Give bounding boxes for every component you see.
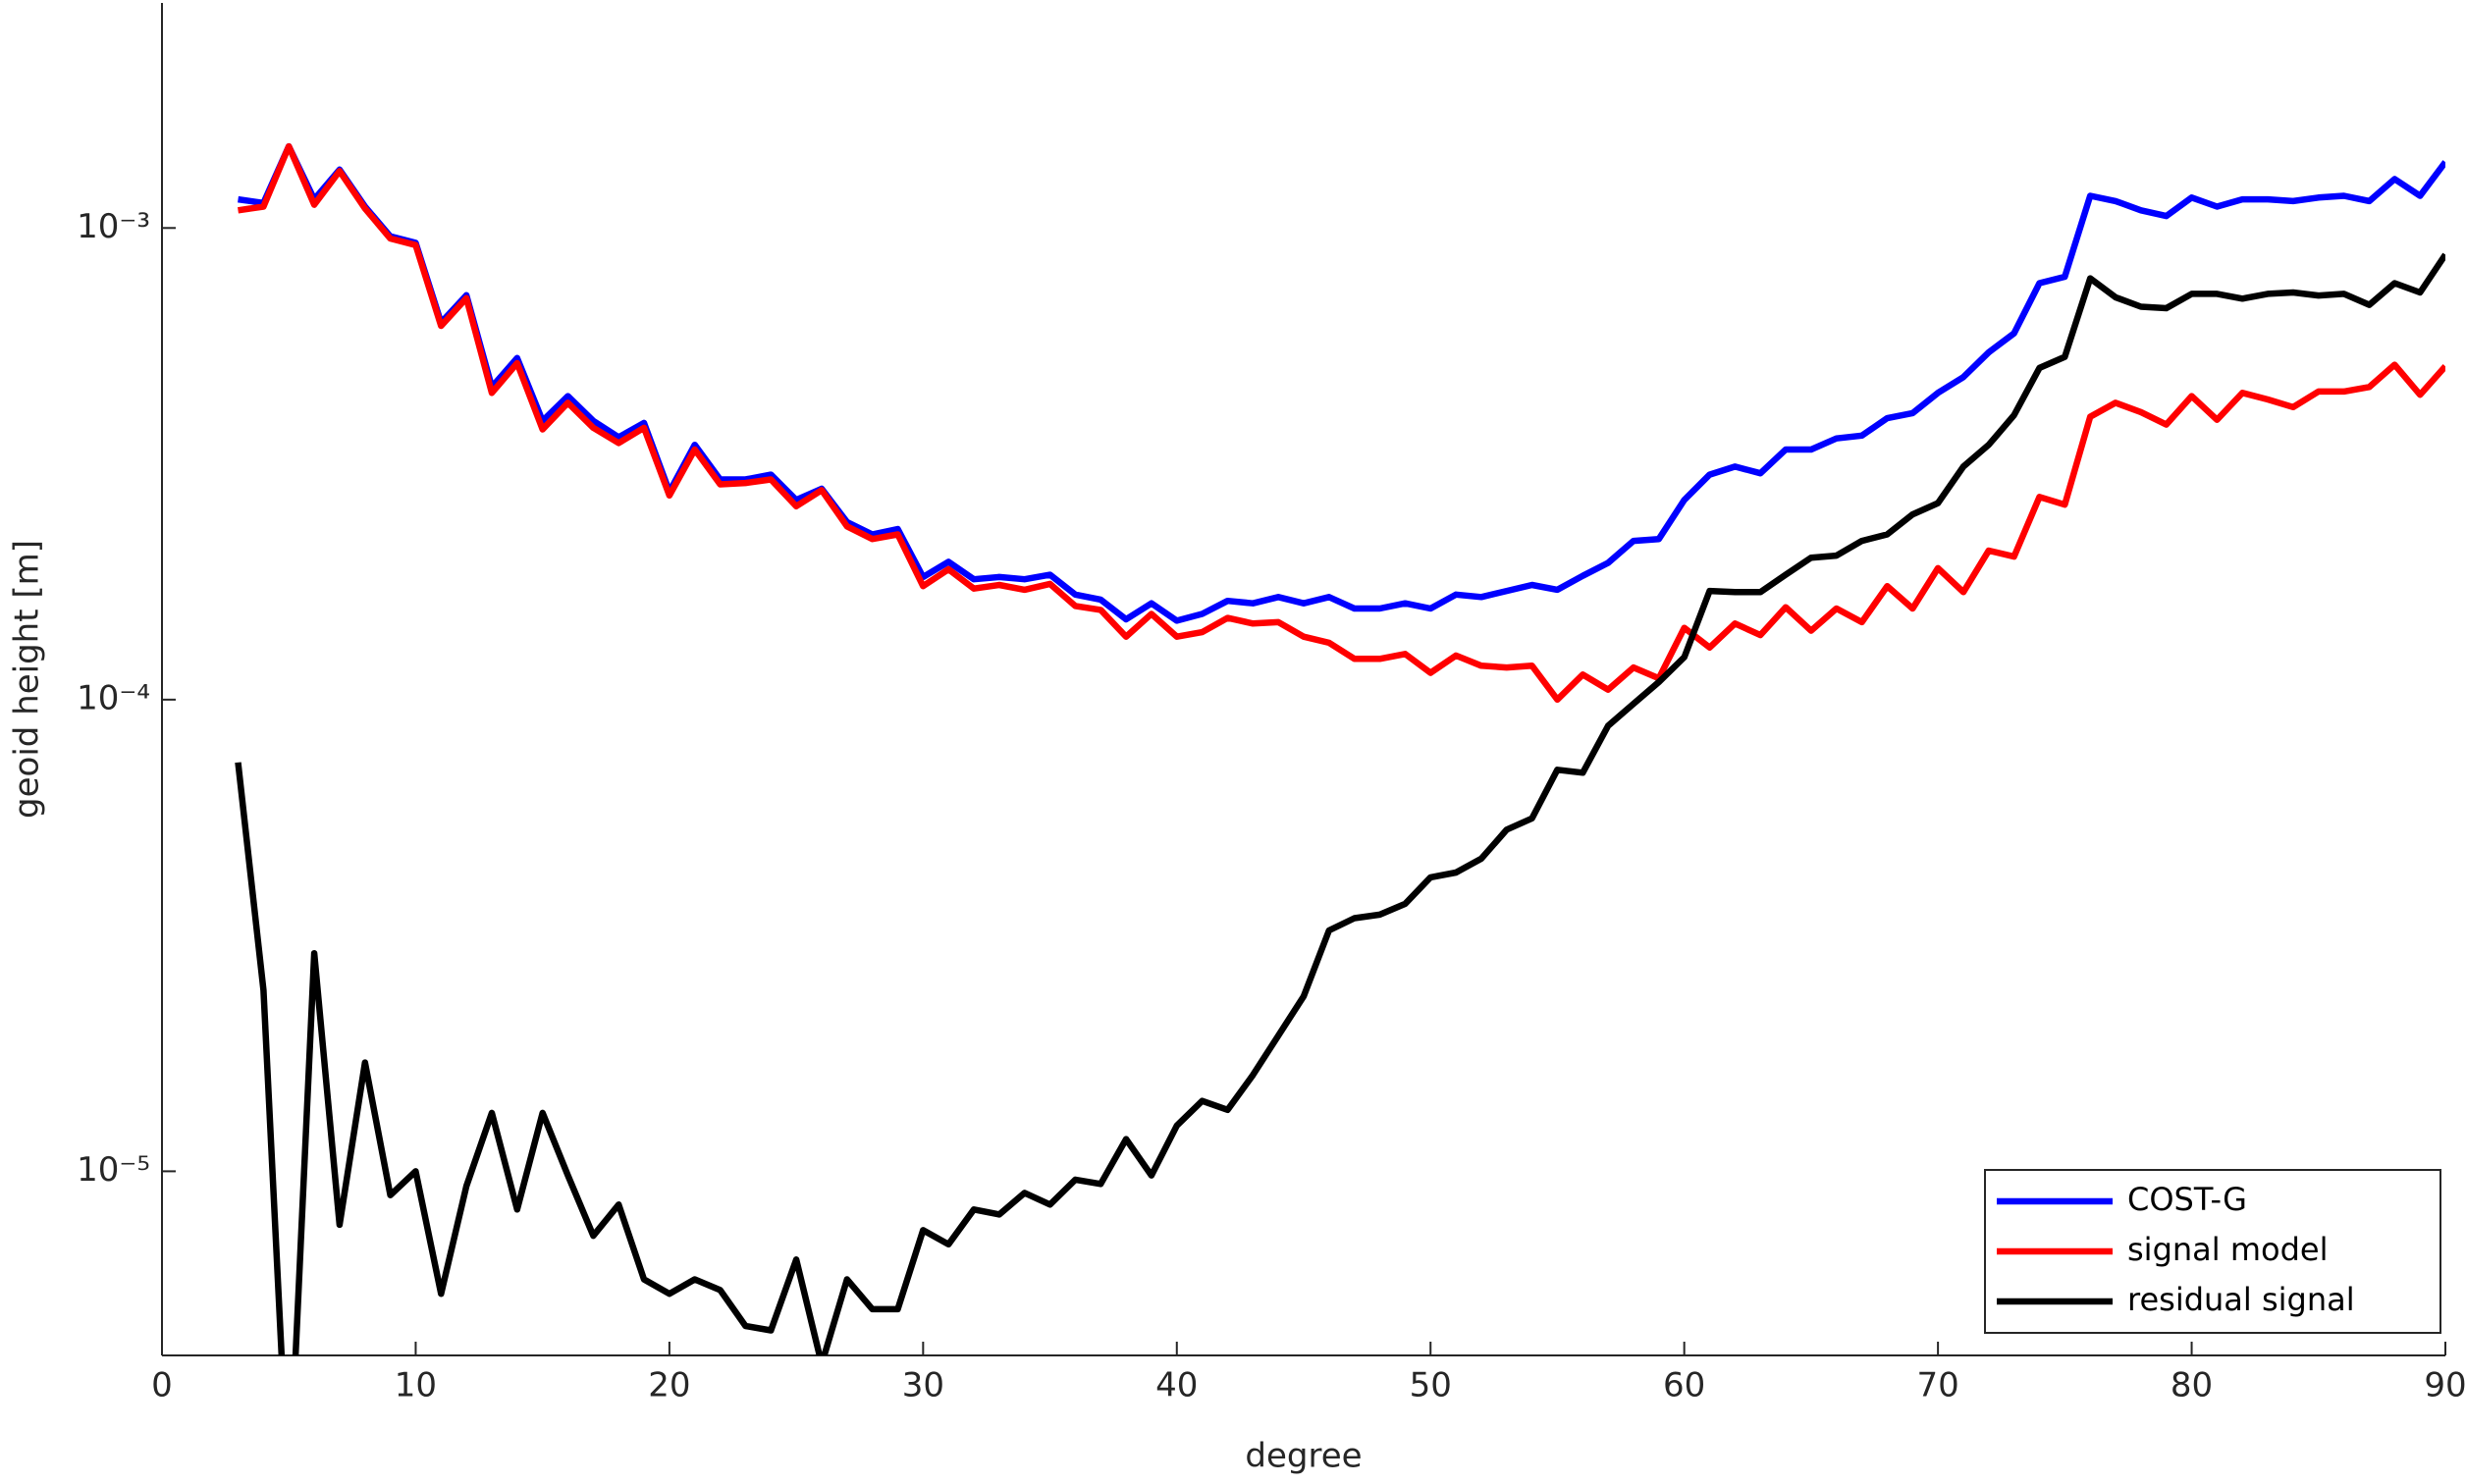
y-tick-label: 10⁻⁵ (77, 1150, 150, 1190)
x-axis-label: degree (1245, 1437, 1362, 1476)
x-tick-label: 0 (151, 1366, 173, 1405)
x-tick-label: 20 (648, 1366, 690, 1405)
plot-area (235, 142, 2445, 1355)
y-axis-label: geoid height [m] (8, 540, 47, 819)
x-tick-label: 80 (2171, 1366, 2213, 1405)
y-tick-label: 10⁻⁴ (77, 678, 150, 717)
series-line (235, 252, 2445, 1355)
legend-label: residual signal (2127, 1281, 2355, 1318)
legend-box (1984, 1169, 2441, 1334)
legend-label: COST-G (2127, 1181, 2247, 1218)
series-line (238, 142, 2445, 704)
x-tick-label: 60 (1663, 1366, 1705, 1405)
x-tick-label: 90 (2424, 1366, 2466, 1405)
x-tick-label: 70 (1916, 1366, 1958, 1405)
x-tick-label: 40 (1155, 1366, 1198, 1405)
x-tick-label: 50 (1410, 1366, 1452, 1405)
y-tick-label: 10⁻³ (77, 207, 150, 246)
series-line (238, 142, 2445, 624)
legend-label: signal model (2127, 1231, 2328, 1268)
x-tick-label: 30 (902, 1366, 944, 1405)
x-tick-label: 10 (395, 1366, 437, 1405)
